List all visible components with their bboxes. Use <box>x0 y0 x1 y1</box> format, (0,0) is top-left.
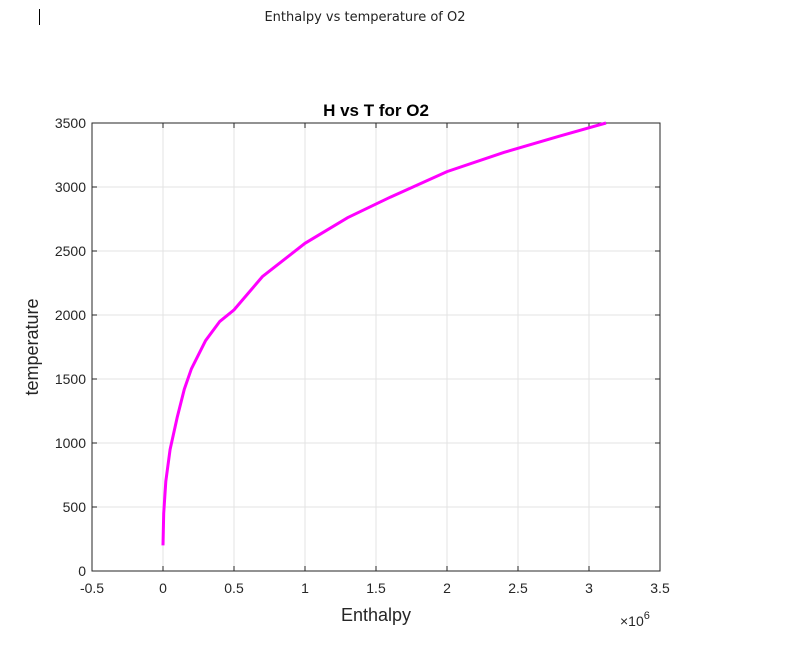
y-tick-label: 3500 <box>55 115 86 131</box>
y-tick-label: 2000 <box>55 307 86 323</box>
grid-lines <box>91 122 661 572</box>
chart-title: H vs T for O2 <box>323 101 429 120</box>
x-tick-label: 3.5 <box>650 580 670 596</box>
tick-marks <box>91 122 661 572</box>
x-axis-label: Enthalpy <box>341 605 411 625</box>
x-tick-label: 0 <box>159 580 167 596</box>
document-title: Enthalpy vs temperature of O2 <box>264 10 466 25</box>
x-tick-label: 1 <box>301 580 309 596</box>
x-tick-label: -0.5 <box>80 580 104 596</box>
x-exponent-label: ×106 <box>620 610 650 629</box>
x-tick-label: 2.5 <box>508 580 528 596</box>
y-axis-label: temperature <box>22 298 42 395</box>
y-tick-label: 2500 <box>55 243 86 259</box>
y-tick-label: 3000 <box>55 179 86 195</box>
data-line <box>161 121 607 546</box>
y-tick-labels: 0 500 1000 1500 2000 2500 3000 3500 <box>55 115 86 579</box>
text-cursor <box>39 9 40 25</box>
x-tick-label: 0.5 <box>224 580 244 596</box>
y-tick-label: 0 <box>78 563 86 579</box>
x-tick-labels: -0.5 0 0.5 1 1.5 2 2.5 3 3.5 <box>80 580 670 596</box>
x-tick-label: 3 <box>585 580 593 596</box>
y-tick-label: 500 <box>63 499 87 515</box>
x-tick-label: 2 <box>443 580 451 596</box>
y-tick-label: 1500 <box>55 371 86 387</box>
y-tick-label: 1000 <box>55 435 86 451</box>
x-tick-label: 1.5 <box>366 580 386 596</box>
